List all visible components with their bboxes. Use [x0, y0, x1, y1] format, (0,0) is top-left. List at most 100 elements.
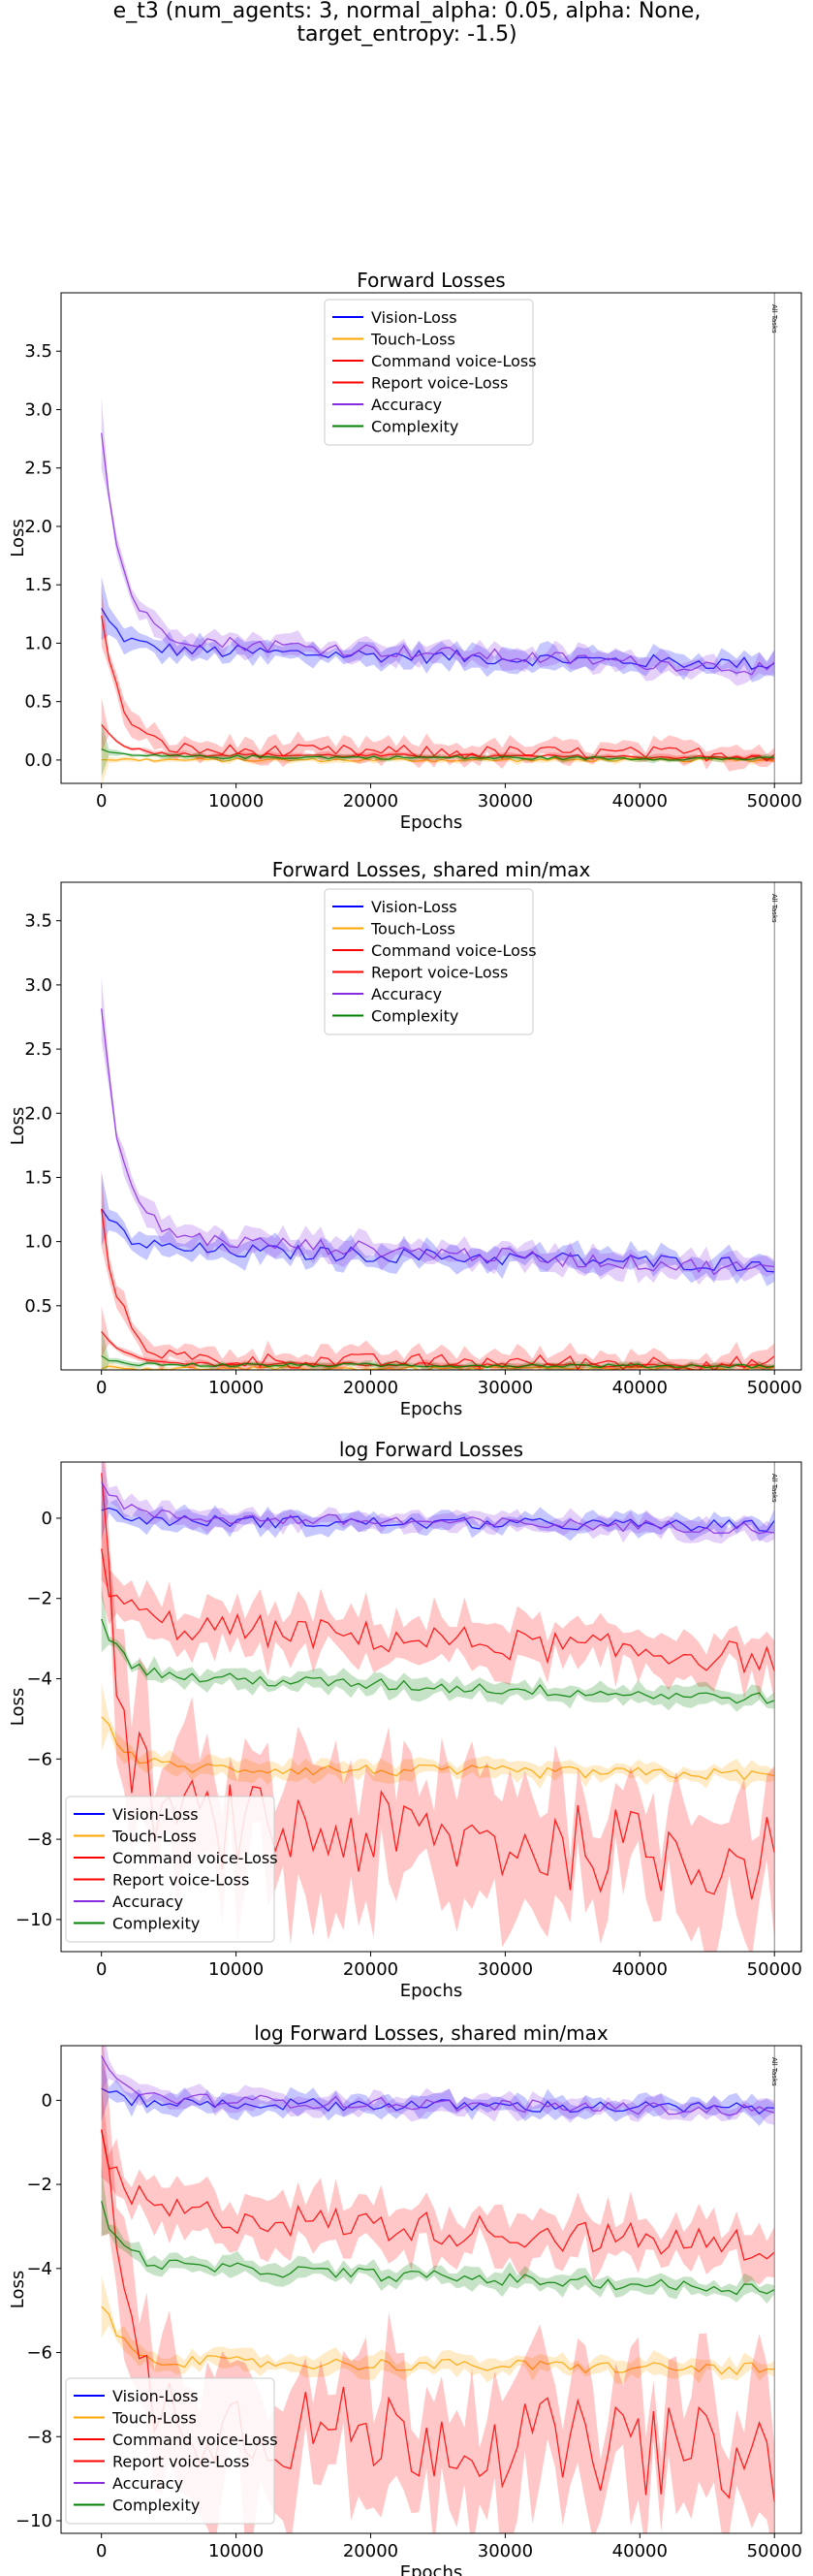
y-tick-label: −10: [16, 2511, 52, 2531]
band-report-voice-loss: [101, 2046, 775, 2533]
y-tick-label: 3.5: [24, 911, 52, 932]
x-tick-label: 20000: [343, 2541, 398, 2561]
y-tick-label: −4: [26, 1670, 52, 1690]
y-axis-label: Loss: [8, 2271, 28, 2308]
x-tick-label: 50000: [747, 1959, 802, 1980]
series-line-touch-loss: [101, 1365, 775, 1370]
legend-entry: Complexity: [371, 418, 458, 436]
legend-entry: Accuracy: [112, 1892, 183, 1911]
axes-frame: [60, 1461, 802, 1953]
y-tick-label: 2.5: [24, 1039, 52, 1060]
x-tick-label: 40000: [612, 1959, 668, 1980]
series-line-touch-loss: [101, 1716, 775, 1781]
y-tick-label: 1.0: [24, 633, 52, 653]
legend-entry: Accuracy: [371, 396, 442, 414]
legend-entry: Command voice-Loss: [371, 941, 537, 960]
band-command-voice-loss: [101, 2083, 775, 2285]
y-tick-label: 2.5: [24, 459, 52, 479]
legend-entry: Report voice-Loss: [112, 1871, 249, 1890]
band-command-voice-loss: [101, 1500, 775, 1702]
legend-entry: Vision-Loss: [371, 898, 457, 916]
legend-entry: Vision-Loss: [112, 1805, 199, 1824]
annotation-label: All Tasks: [770, 2057, 778, 2086]
legend: Vision-Loss Touch-Loss Command voice-Loss R…: [65, 1796, 278, 1943]
series-line-accuracy: [101, 2055, 775, 2116]
legend-entry: Command voice-Loss: [112, 2431, 278, 2449]
series-line-report-voice-loss: [101, 615, 775, 762]
x-tick-label: 20000: [343, 791, 398, 811]
x-tick-label: 20000: [343, 1959, 398, 1980]
y-tick-label: 1.0: [24, 1232, 52, 1253]
panel-log-forward-losses-shared: All Tasks log Forward Losses, shared min/…: [8, 2021, 802, 2576]
series-line-complexity: [101, 1354, 775, 1369]
series-line-accuracy: [101, 1008, 775, 1276]
band-complexity: [101, 1327, 775, 1370]
axes-frame: [60, 2045, 802, 2534]
axes-frame: [60, 881, 802, 1371]
y-tick-label: 1.5: [24, 575, 52, 595]
legend-box: [65, 1796, 275, 1943]
x-tick-label: 40000: [612, 1378, 668, 1398]
legend-entry: Vision-Loss: [112, 2387, 199, 2405]
legend-box: [324, 299, 534, 446]
y-tick-label: −2: [26, 2175, 52, 2195]
x-tick-label: 30000: [478, 2541, 533, 2561]
x-tick-label: 0: [96, 791, 107, 811]
band-vision-loss: [101, 1171, 775, 1287]
x-axis-label: Epochs: [400, 1981, 463, 2001]
axes-frame: [60, 292, 802, 784]
annotation-label: All Tasks: [770, 304, 778, 334]
y-tick-label: 1.5: [24, 1167, 52, 1188]
y-tick-label: 0.5: [24, 1296, 52, 1317]
y-tick-label: 0.5: [24, 692, 52, 713]
y-tick-label: 2.0: [24, 1103, 52, 1124]
x-axis-label: Epochs: [400, 1399, 463, 1419]
x-tick-label: 40000: [612, 791, 668, 811]
y-tick-label: −6: [26, 1749, 52, 1769]
series-line-command-voice-loss: [101, 2130, 775, 2261]
y-tick-label: −6: [26, 2343, 52, 2364]
legend-entry: Report voice-Loss: [371, 374, 508, 393]
annotation-label: All Tasks: [770, 1474, 778, 1503]
suptitle-line-1: e_t3 (num_agents: 3, normal_alpha: 0.05,…: [113, 0, 702, 23]
x-tick-label: 50000: [747, 2541, 802, 2561]
series-line-vision-loss: [101, 1208, 775, 1273]
band-accuracy: [101, 1462, 775, 1544]
y-axis-label: Loss: [8, 1107, 28, 1145]
legend-box: [65, 2377, 275, 2525]
x-axis-label: Epochs: [400, 2562, 463, 2576]
legend-entry: Accuracy: [371, 985, 442, 1003]
plot-area: [101, 398, 775, 783]
y-tick-label: 0: [42, 1509, 52, 1529]
y-tick-label: −8: [26, 2427, 52, 2447]
series-line-complexity: [101, 1618, 775, 1704]
x-tick-label: 10000: [208, 1959, 264, 1980]
y-tick-label: 3.5: [24, 341, 52, 362]
x-tick-label: 10000: [208, 791, 264, 811]
series-line-command-voice-loss: [101, 1548, 775, 1674]
series-line-complexity: [101, 2201, 775, 2296]
y-tick-label: 2.0: [24, 517, 52, 537]
band-complexity: [101, 2166, 775, 2305]
panel-forward-losses-shared: All Tasks Forward Losses, shared min/max 0…: [8, 858, 802, 1419]
y-tick-label: 0: [42, 2090, 52, 2111]
annotation-label: All Tasks: [770, 894, 778, 923]
legend-entry: Command voice-Loss: [112, 1849, 278, 1867]
x-tick-label: 30000: [478, 791, 533, 811]
series-line-report-voice-loss: [101, 1209, 775, 1370]
plot-title: Forward Losses, shared min/max: [272, 858, 591, 881]
legend-entry: Accuracy: [112, 2474, 183, 2493]
legend-entry: Report voice-Loss: [371, 964, 508, 982]
x-axis-label: Epochs: [400, 812, 463, 833]
series-line-vision-loss: [101, 608, 775, 671]
y-tick-label: 3.0: [24, 399, 52, 420]
band-accuracy: [101, 976, 775, 1286]
y-tick-label: −4: [26, 2259, 52, 2279]
legend-entry: Complexity: [112, 1915, 200, 1933]
plot-title: log Forward Losses, shared min/max: [254, 2021, 609, 2045]
legend: Vision-Loss Touch-Loss Command voice-Loss R…: [65, 2377, 278, 2525]
legend-entry: Report voice-Loss: [112, 2453, 249, 2471]
plot-area: [101, 2046, 775, 2533]
x-tick-label: 30000: [478, 1959, 533, 1980]
